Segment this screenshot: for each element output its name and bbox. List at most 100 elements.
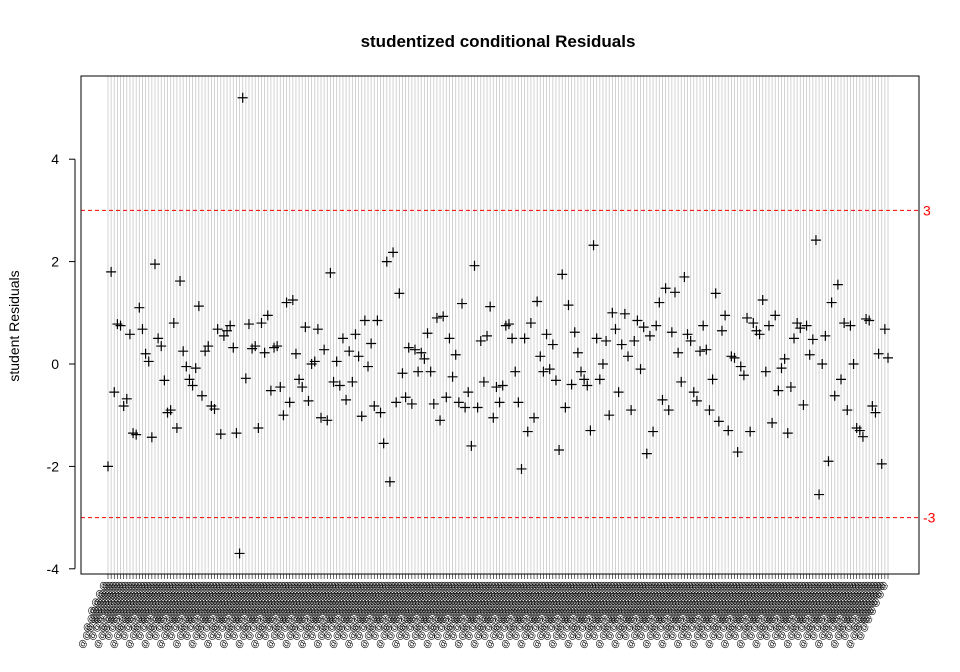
data-point xyxy=(757,295,768,305)
data-point xyxy=(175,276,186,287)
data-point xyxy=(754,329,765,340)
data-point xyxy=(419,353,430,364)
data-point xyxy=(184,374,195,385)
data-point xyxy=(594,374,605,385)
data-point xyxy=(585,425,596,436)
data-point xyxy=(356,411,367,422)
y-tick-label: 0 xyxy=(51,356,59,372)
data-point xyxy=(648,426,659,437)
data-point xyxy=(676,376,687,387)
data-point xyxy=(137,324,148,335)
data-point xyxy=(776,363,787,374)
data-point xyxy=(475,335,486,346)
data-point xyxy=(140,348,151,359)
data-point xyxy=(466,440,477,451)
data-point xyxy=(309,356,320,367)
data-point xyxy=(566,379,577,390)
data-point xyxy=(428,398,439,409)
data-point xyxy=(745,426,756,437)
reference-lines: 3 -3 xyxy=(81,202,936,526)
data-point xyxy=(435,415,446,426)
data-point xyxy=(250,341,261,352)
data-point xyxy=(845,320,856,331)
data-point xyxy=(613,387,624,398)
data-point xyxy=(688,387,699,398)
data-point xyxy=(397,368,408,379)
data-point xyxy=(328,376,339,387)
data-point xyxy=(701,344,712,355)
data-point xyxy=(632,315,643,326)
data-point xyxy=(826,297,837,308)
data-point xyxy=(820,330,831,341)
data-point xyxy=(554,445,565,456)
y-tick-label: 4 xyxy=(51,151,59,167)
data-point xyxy=(779,353,790,364)
data-point xyxy=(785,382,796,393)
data-point xyxy=(550,375,561,386)
data-point xyxy=(388,247,399,258)
data-point xyxy=(319,344,330,355)
data-point xyxy=(729,352,740,363)
data-point xyxy=(181,361,192,372)
data-point xyxy=(591,333,602,344)
data-point xyxy=(657,394,668,405)
data-point xyxy=(381,256,392,267)
data-point xyxy=(297,382,308,393)
data-point xyxy=(341,394,352,405)
data-point xyxy=(789,333,800,344)
data-point xyxy=(193,301,204,312)
data-point xyxy=(259,347,270,358)
data-point xyxy=(337,333,348,344)
data-point xyxy=(278,410,289,421)
data-point xyxy=(284,397,295,408)
data-point xyxy=(854,425,865,436)
data-point xyxy=(829,390,840,401)
data-point xyxy=(601,335,612,346)
data-point xyxy=(146,432,157,443)
y-tick-label: -4 xyxy=(47,561,60,577)
data-point xyxy=(626,405,637,416)
data-point xyxy=(265,385,276,396)
data-point xyxy=(848,359,859,369)
data-point xyxy=(460,402,471,413)
data-point xyxy=(763,320,774,331)
data-point xyxy=(159,375,170,386)
data-point xyxy=(124,329,135,340)
data-point xyxy=(441,392,452,403)
data-point xyxy=(795,323,806,334)
data-point xyxy=(156,341,167,352)
data-point xyxy=(544,364,555,375)
data-point xyxy=(366,338,377,349)
data-point xyxy=(522,426,533,437)
data-point xyxy=(616,339,627,350)
data-point xyxy=(347,376,358,387)
data-point xyxy=(666,327,677,338)
data-point xyxy=(738,370,749,381)
y-axis-label: student Residuals xyxy=(6,270,22,381)
data-point xyxy=(654,297,665,308)
data-point xyxy=(121,393,132,404)
data-point xyxy=(134,302,145,313)
data-point xyxy=(231,428,242,439)
data-point xyxy=(409,344,420,355)
data-point xyxy=(801,320,812,331)
data-point xyxy=(272,341,283,352)
data-point xyxy=(322,415,333,426)
data-point xyxy=(488,412,499,423)
data-point xyxy=(103,461,113,472)
data-point xyxy=(350,329,361,340)
data-point xyxy=(190,363,201,374)
data-point xyxy=(767,417,778,428)
data-point xyxy=(770,310,781,321)
data-point xyxy=(735,361,746,372)
data-point xyxy=(303,395,314,406)
data-point xyxy=(663,405,674,416)
data-point xyxy=(243,319,254,330)
data-point xyxy=(857,431,868,442)
data-point xyxy=(723,425,734,436)
data-point xyxy=(716,325,727,336)
data-point xyxy=(234,548,245,559)
data-point xyxy=(149,259,160,270)
data-point xyxy=(798,399,809,410)
data-point xyxy=(713,416,724,427)
